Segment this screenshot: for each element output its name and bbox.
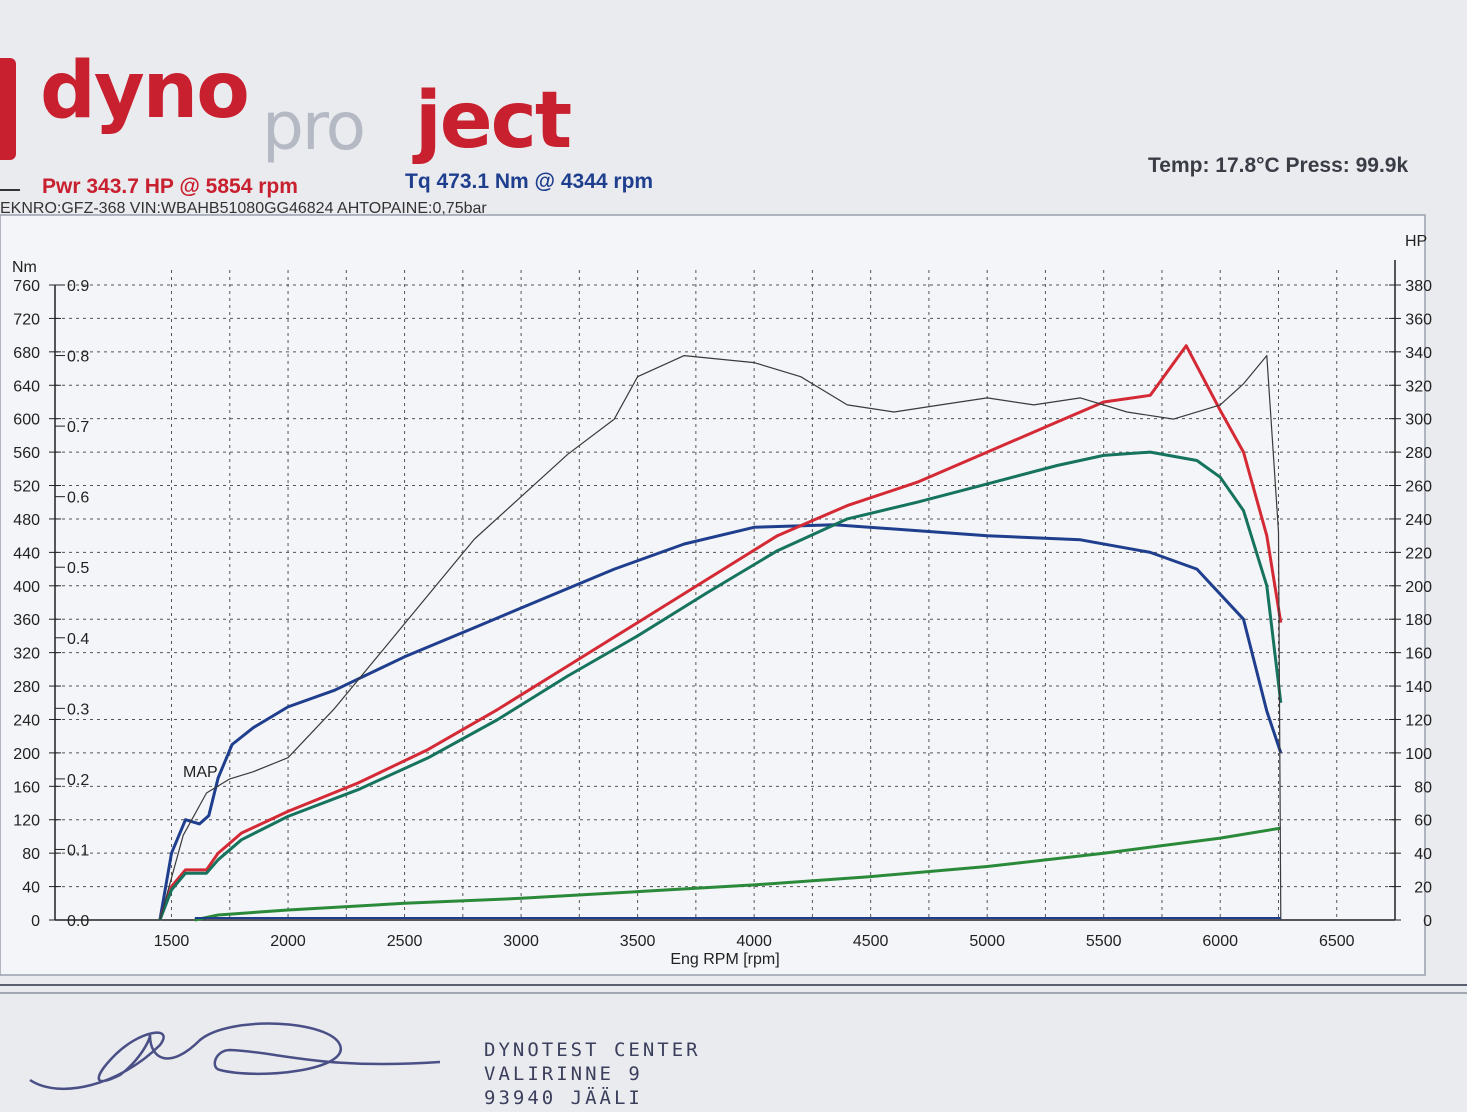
right-tick-label: 220 — [1405, 545, 1432, 562]
left-tick-label: 280 — [13, 679, 40, 696]
right-tick-label: 160 — [1405, 646, 1432, 663]
dynotest-center-address: DYNOTEST CENTER VALIRINNE 9 93940 JÄÄLI — [484, 1038, 701, 1110]
vehicle-info: EKNRO:GFZ-368 VIN:WBAHB51080GG46824 AHTO… — [0, 200, 487, 217]
brand-logo-ject: ject — [415, 76, 572, 166]
map-tick-label: 0.2 — [67, 772, 89, 789]
left-tick-label: 640 — [13, 378, 40, 395]
right-tick-label: 240 — [1405, 512, 1432, 529]
address-line: VALIRINNE 9 — [484, 1063, 643, 1085]
x-tick-label: 4500 — [853, 933, 889, 950]
left-tick-label: 400 — [13, 579, 40, 596]
left-tick-label: 200 — [13, 746, 40, 763]
right-tick-label: 0 — [1423, 913, 1432, 930]
left-tick-label: 120 — [13, 813, 40, 830]
right-tick-label: 180 — [1405, 612, 1432, 629]
series-line-2 — [158, 450, 1283, 921]
left-tick-label: 600 — [13, 412, 40, 429]
left-tick-label: 760 — [13, 278, 40, 295]
left-tick-label: 480 — [13, 512, 40, 529]
right-tick-label: 100 — [1405, 746, 1432, 763]
x-tick-label: 6500 — [1319, 933, 1355, 950]
right-tick-label: 60 — [1414, 813, 1432, 830]
x-tick-label: 2000 — [270, 933, 306, 950]
left-tick-label: 520 — [13, 479, 40, 496]
series-line-4 — [159, 355, 1282, 921]
x-tick-label: 2500 — [387, 933, 423, 950]
brand-red-tab — [0, 58, 16, 160]
right-tick-label: 300 — [1405, 412, 1432, 429]
map-tick-label: 0.4 — [67, 631, 89, 648]
series-line-0 — [158, 523, 1283, 921]
map-tick-label: 0.9 — [67, 278, 89, 295]
map-annotation: MAP — [183, 764, 218, 781]
left-tick-label: 360 — [13, 612, 40, 629]
x-tick-label: 4000 — [736, 933, 772, 950]
left-tick-label: 720 — [13, 311, 40, 328]
left-tick-label: 80 — [22, 846, 40, 863]
conditions-label: Temp: 17.8°C Press: 99.9k — [1148, 154, 1409, 177]
left-tick-label: 240 — [13, 712, 40, 729]
address-line: 93940 JÄÄLI — [484, 1087, 643, 1109]
right-tick-label: 20 — [1414, 880, 1432, 897]
signature-icon — [29, 1022, 441, 1091]
left-tick-label: 160 — [13, 779, 40, 796]
peak-power-label: Pwr 343.7 HP @ 5854 rpm — [42, 175, 298, 198]
x-tick-label: 6000 — [1202, 933, 1238, 950]
right-tick-label: 360 — [1405, 311, 1432, 328]
map-tick-label: 0.6 — [67, 490, 89, 507]
x-tick-label: 3500 — [620, 933, 656, 950]
map-tick-label: 0.0 — [67, 913, 89, 930]
left-tick-label: 440 — [13, 545, 40, 562]
x-tick-label: 5500 — [1086, 933, 1122, 950]
right-tick-label: 120 — [1405, 712, 1432, 729]
chart-frame — [0, 214, 1426, 976]
right-axis-label: HP — [1405, 233, 1427, 250]
x-tick-label: 3000 — [503, 933, 539, 950]
series-line-1 — [158, 344, 1283, 921]
right-tick-label: 40 — [1414, 846, 1432, 863]
left-axis-label: Nm — [12, 259, 37, 276]
right-tick-label: 380 — [1405, 278, 1432, 295]
right-tick-label: 320 — [1405, 378, 1432, 395]
left-tick-label: 680 — [13, 345, 40, 362]
map-tick-label: 0.5 — [67, 560, 89, 577]
left-tick-label: 0 — [31, 913, 40, 930]
x-tick-label: 1500 — [154, 933, 190, 950]
right-tick-label: 80 — [1414, 779, 1432, 796]
x-axis-label: Eng RPM [rpm] — [670, 951, 779, 968]
right-tick-label: 200 — [1405, 579, 1432, 596]
address-line: DYNOTEST CENTER — [484, 1039, 701, 1061]
right-tick-label: 260 — [1405, 479, 1432, 496]
map-tick-label: 0.8 — [67, 349, 89, 366]
map-tick-label: 0.7 — [67, 419, 89, 436]
left-tick-label: 40 — [22, 880, 40, 897]
right-tick-label: 140 — [1405, 679, 1432, 696]
peak-torque-label: Tq 473.1 Nm @ 4344 rpm — [405, 170, 654, 193]
left-tick-label: 320 — [13, 646, 40, 663]
map-tick-label: 0.3 — [67, 701, 89, 718]
right-tick-label: 340 — [1405, 345, 1432, 362]
brand-logo-pro: pro — [262, 88, 366, 165]
right-tick-label: 280 — [1405, 445, 1432, 462]
left-tick-label: 560 — [13, 445, 40, 462]
x-tick-label: 5000 — [969, 933, 1005, 950]
map-tick-label: 0.1 — [67, 842, 89, 859]
brand-logo-dyno: dyno — [40, 46, 250, 136]
series-line-3 — [194, 826, 1282, 922]
